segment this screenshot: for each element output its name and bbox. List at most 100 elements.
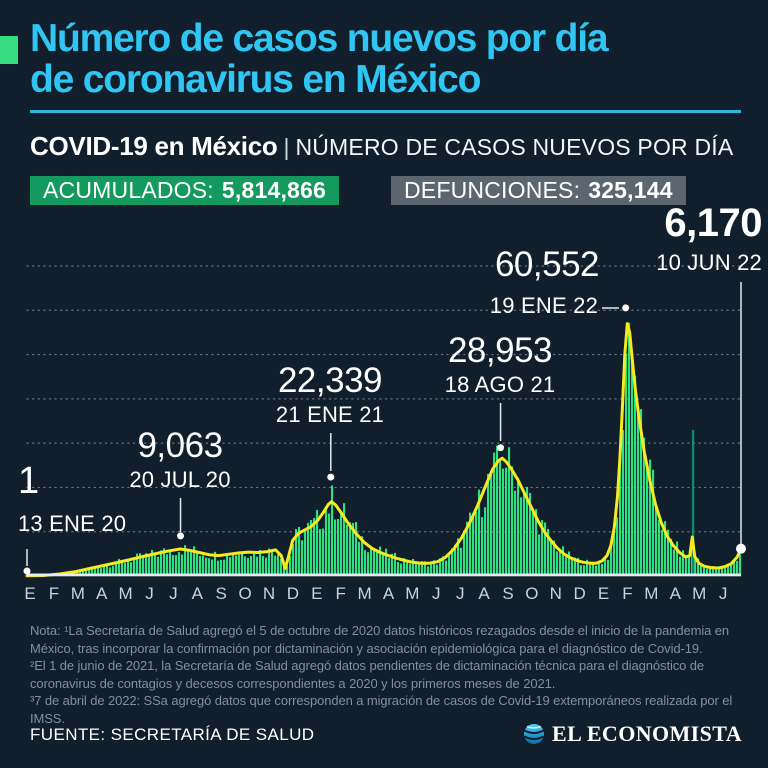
annotation-date: 18 AGO 21 — [444, 372, 556, 397]
daily-bar — [400, 563, 403, 576]
daily-bar — [655, 505, 658, 576]
daily-bar — [484, 507, 487, 576]
daily-bar — [529, 492, 532, 576]
daily-bar — [700, 563, 703, 576]
daily-bar — [631, 359, 634, 576]
daily-bar — [730, 565, 733, 576]
daily-bar — [499, 459, 502, 576]
footnote-3: ³7 de abril de 2022: SSa agregó datos qu… — [30, 693, 733, 726]
daily-bar — [433, 560, 436, 576]
daily-bar — [538, 534, 541, 576]
daily-bar — [403, 558, 406, 576]
daily-bar — [127, 560, 130, 576]
daily-bar — [226, 553, 229, 576]
daily-bar — [265, 557, 268, 576]
daily-bar — [328, 513, 331, 576]
daily-bar — [481, 517, 484, 576]
acumulados-badge: ACUMULADOS: 5,814,866 — [30, 176, 340, 205]
daily-bar — [454, 544, 457, 576]
kicker-main: COVID-19 en México — [30, 131, 278, 161]
annotation-value: 6,170 — [664, 201, 762, 245]
annotation-dot — [736, 543, 746, 554]
x-axis-label: O — [525, 584, 539, 603]
daily-bar — [616, 517, 619, 576]
x-axis-label: F — [335, 584, 346, 603]
daily-bar — [667, 529, 670, 576]
daily-bar — [649, 459, 652, 576]
defunciones-label: DEFUNCIONES: — [404, 177, 581, 203]
page-title-line1: Número de casos nuevos por día — [30, 17, 609, 60]
daily-bar — [106, 564, 109, 576]
daily-bar — [58, 573, 61, 576]
daily-bar — [430, 562, 433, 576]
daily-bar — [304, 529, 307, 576]
daily-bar — [109, 567, 112, 576]
daily-bar — [574, 557, 577, 576]
x-axis-label: M — [405, 584, 420, 603]
kicker-subtitle: NÚMERO DE CASOS NUEVOS POR DÍA — [295, 134, 734, 160]
title-divider-rule — [30, 110, 741, 113]
daily-bar — [235, 555, 238, 576]
daily-bar — [43, 575, 46, 576]
source-credit: FUENTE: SECRETARÍA DE SALUD — [30, 725, 315, 744]
daily-bar — [262, 556, 265, 576]
daily-bar — [151, 549, 154, 576]
daily-bar — [85, 570, 88, 576]
accent-square — [0, 36, 18, 64]
daily-bar — [100, 568, 103, 576]
daily-bar — [436, 564, 439, 576]
daily-bar — [553, 540, 556, 576]
daily-bar — [496, 445, 499, 576]
daily-bar — [406, 562, 409, 576]
daily-bar — [193, 546, 196, 576]
daily-bar — [736, 560, 739, 576]
annotation-date: 19 ENE 22 — [489, 293, 598, 318]
daily-bar — [163, 548, 166, 576]
daily-bar — [379, 546, 382, 576]
daily-bar — [346, 524, 349, 576]
daily-bar — [148, 554, 151, 576]
daily-bar — [70, 571, 73, 576]
daily-bar — [487, 473, 490, 576]
daily-bar — [310, 519, 313, 576]
annotation-value: 22,339 — [277, 361, 383, 400]
daily-bar — [322, 528, 325, 576]
daily-bar — [361, 536, 364, 576]
daily-bar — [196, 552, 199, 576]
daily-bar — [271, 551, 274, 576]
daily-bar — [307, 522, 310, 576]
daily-bar — [364, 550, 367, 576]
x-axis-label: A — [191, 584, 203, 603]
daily-bar — [460, 547, 463, 576]
outlier-bar — [691, 429, 695, 576]
daily-bar — [211, 559, 214, 576]
daily-bar — [688, 554, 691, 576]
daily-bar — [115, 563, 118, 576]
daily-bar — [457, 538, 460, 576]
x-axis-label: A — [96, 584, 108, 603]
daily-bar — [475, 511, 478, 576]
annotation-value: 9,063 — [137, 426, 223, 465]
daily-bar — [79, 571, 82, 576]
x-axis-label: E — [597, 584, 610, 603]
footnote-1: Nota: ¹La Secretaría de Salud agregó el … — [30, 623, 730, 656]
daily-bar — [382, 554, 385, 576]
daily-bar — [577, 557, 580, 576]
x-axis-label: E — [24, 584, 36, 603]
daily-bar — [661, 529, 664, 576]
daily-bar — [712, 566, 715, 576]
daily-bar — [511, 466, 514, 576]
acumulados-label: ACUMULADOS: — [43, 177, 214, 203]
daily-bar — [682, 550, 685, 576]
daily-bar — [715, 568, 718, 576]
daily-bar — [94, 566, 97, 576]
daily-bar — [523, 492, 526, 576]
daily-bar — [82, 569, 85, 576]
annotation-value: 60,552 — [494, 245, 600, 284]
x-axis-label: N — [262, 584, 276, 603]
daily-bar — [724, 565, 727, 576]
daily-bar — [202, 555, 205, 576]
daily-bar — [517, 477, 520, 576]
daily-bar — [337, 519, 340, 576]
x-axis-label: N — [549, 584, 562, 603]
